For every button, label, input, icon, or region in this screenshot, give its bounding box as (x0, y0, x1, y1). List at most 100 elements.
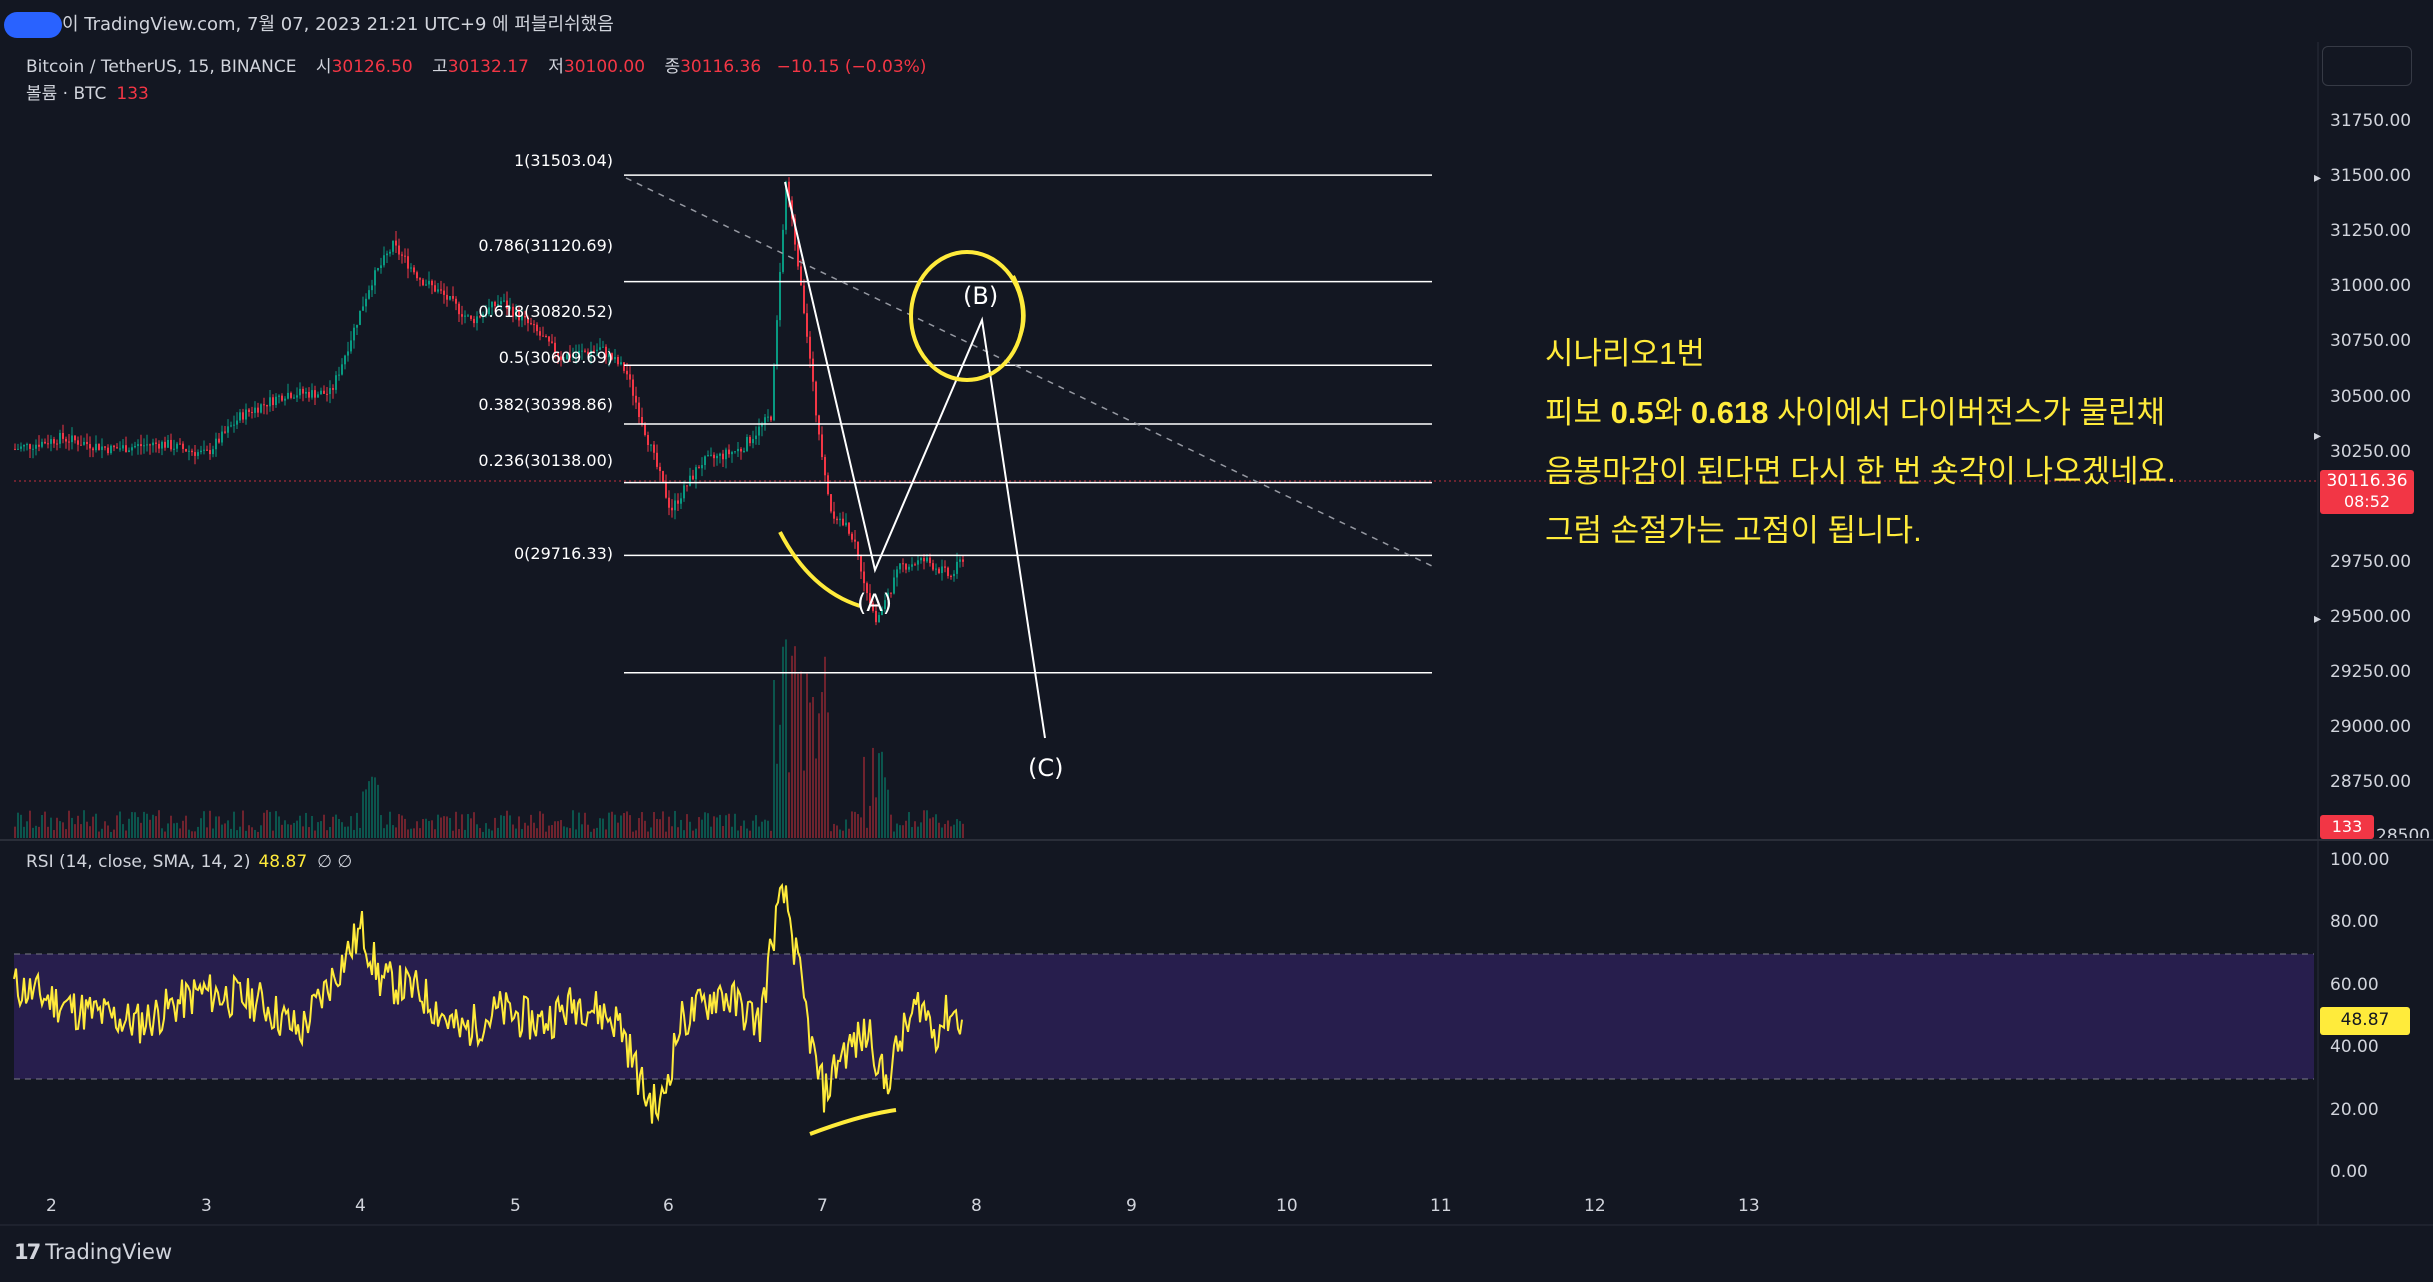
rsi-title[interactable]: RSI (14, close, SMA, 14, 2) (26, 852, 251, 872)
symbol-name[interactable]: Bitcoin / TetherUS, 15, BINANCE (26, 57, 297, 77)
volume-bar (299, 815, 301, 838)
fib-label-0786[interactable]: 0.786(31120.69) (478, 236, 613, 255)
time-tick[interactable]: 13 (1738, 1196, 1760, 1216)
price-tick[interactable]: 31500.00 (2330, 166, 2412, 186)
time-tick[interactable]: 8 (971, 1196, 982, 1216)
rsi-tick[interactable]: 100.00 (2330, 850, 2390, 870)
candlesticks[interactable] (14, 177, 964, 626)
volume-bar (683, 830, 685, 838)
highlight-tick[interactable] (1011, 275, 1026, 337)
time-tick[interactable]: 6 (663, 1196, 674, 1216)
candle-body (413, 267, 415, 273)
fib-label-0[interactable]: 0(29716.33) (513, 544, 613, 563)
price-tick[interactable]: 30750.00 (2330, 331, 2412, 351)
rsi-badge-text: 48.87 (2340, 1010, 2390, 1030)
current-price-text: 30116.36 (2326, 471, 2408, 491)
time-tick[interactable]: 11 (1430, 1196, 1452, 1216)
time-tick[interactable]: 12 (1584, 1196, 1606, 1216)
rsi-tick[interactable]: 0.00 (2330, 1162, 2368, 1182)
fib-label-1[interactable]: 1(31503.04) (513, 151, 613, 170)
candle-body (62, 432, 64, 439)
dashed-trendline[interactable] (625, 177, 1433, 567)
fib-label-05[interactable]: 0.5(30609.69) (498, 348, 613, 367)
annotation-line-3[interactable]: 음봉마감이 된다면 다시 한 번 숏각이 나오겠네요. (1545, 454, 2176, 489)
price-tick[interactable]: 31750.00 (2330, 111, 2412, 131)
candle-body (50, 439, 52, 444)
candle-body (695, 467, 697, 480)
volume-bar (314, 830, 316, 838)
candle-body (26, 444, 28, 446)
volume-bar (797, 673, 799, 838)
rsi-tick[interactable]: 80.00 (2330, 912, 2379, 932)
volume-bar (320, 821, 322, 838)
candle-body (923, 558, 925, 562)
rsi-tick[interactable]: 40.00 (2330, 1037, 2379, 1057)
candle-body (677, 500, 679, 504)
time-tick[interactable]: 7 (817, 1196, 828, 1216)
time-tick[interactable]: 3 (201, 1196, 212, 1216)
time-tick[interactable]: 5 (510, 1196, 521, 1216)
fib-retracement[interactable] (624, 174, 1432, 674)
volume-bar (488, 828, 490, 838)
volume-bar (731, 826, 733, 838)
rsi-divergence-line[interactable] (809, 1108, 897, 1136)
candle-body (443, 290, 445, 295)
toolbar-box[interactable] (2322, 46, 2412, 86)
candle-body (245, 409, 247, 420)
volume-bar (638, 818, 640, 838)
fib-label-0236[interactable]: 0.236(30138.00) (478, 451, 613, 470)
candle-body (104, 446, 106, 448)
annotation-line-1[interactable]: 시나리오1번 (1545, 336, 1705, 371)
volume-bar (896, 823, 898, 838)
volume-bar (161, 828, 163, 838)
price-tick[interactable]: 31000.00 (2330, 276, 2412, 296)
abc-wave-path[interactable] (784, 181, 1046, 739)
bottom-arc[interactable] (778, 531, 861, 608)
candle-body (914, 564, 916, 566)
price-tick[interactable]: 30250.00 (2330, 442, 2412, 462)
tradingview-brand[interactable]: 17 TradingView (14, 1240, 172, 1264)
price-tick[interactable]: 29750.00 (2330, 552, 2412, 572)
symbol-legend[interactable]: Bitcoin / TetherUS, 15, BINANCE 시30126.5… (26, 52, 926, 77)
volume-bar (329, 826, 331, 838)
volume-legend[interactable]: 볼륨 · BTC 133 (26, 79, 149, 104)
time-tick[interactable]: 4 (355, 1196, 366, 1216)
volume-bar (773, 679, 775, 838)
volume-bar (914, 821, 916, 838)
candle-body (584, 350, 586, 352)
candle-body (314, 390, 316, 398)
candle-body (176, 443, 178, 449)
wave-c-label[interactable]: (C) (1028, 754, 1064, 782)
volume-bar (845, 819, 847, 838)
volume-bar (443, 816, 445, 838)
annotation-line-2[interactable]: 피보 0.5와 0.618 사이에서 다이버전스가 물린채 (1545, 387, 2165, 432)
time-tick[interactable]: 9 (1126, 1196, 1137, 1216)
price-tick[interactable]: 29000.00 (2330, 717, 2412, 737)
volume-bar (80, 824, 82, 838)
fib-label-0618[interactable]: 0.618(30820.52) (478, 302, 613, 321)
price-tick[interactable]: 29500.00 (2330, 607, 2412, 627)
volume-bar (527, 825, 529, 838)
wave-b-label[interactable]: (B) (963, 282, 999, 310)
fib-label-0382[interactable]: 0.382(30398.86) (478, 395, 613, 414)
wave-a-label[interactable]: (A) (857, 589, 893, 617)
candle-body (476, 316, 478, 324)
rsi-tick[interactable]: 20.00 (2330, 1100, 2379, 1120)
time-tick[interactable]: 2 (46, 1196, 57, 1216)
annotation-line-4[interactable]: 그럼 손절가는 고점이 됩니다. (1545, 513, 1922, 548)
rsi-legend[interactable]: RSI (14, close, SMA, 14, 2) 48.87 ∅ ∅ (26, 852, 352, 872)
volume-bar (482, 831, 484, 838)
price-tick[interactable]: 28750.00 (2330, 772, 2412, 792)
price-tick[interactable]: 30500.00 (2330, 387, 2412, 407)
price-tick[interactable]: 29250.00 (2330, 662, 2412, 682)
time-tick[interactable]: 10 (1276, 1196, 1298, 1216)
price-tick[interactable]: 31250.00 (2330, 221, 2412, 241)
volume-bar (428, 820, 430, 838)
volume-bar (584, 812, 586, 838)
candle-body (944, 566, 946, 568)
rsi-tick[interactable]: 60.00 (2330, 975, 2379, 995)
highlight-circle[interactable] (909, 250, 1025, 382)
rsi-line[interactable] (13, 882, 963, 1124)
candle-body (881, 608, 883, 616)
